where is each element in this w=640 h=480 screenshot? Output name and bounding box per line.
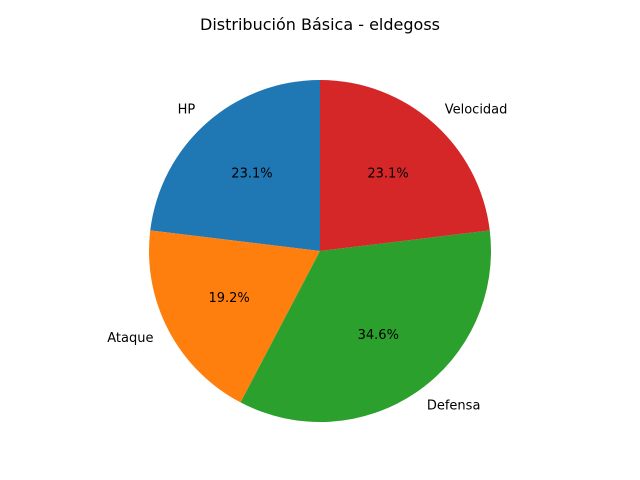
percent-label-defensa: 34.6% [358,328,399,343]
pie-slice-hp [150,80,320,251]
category-label-ataque: Ataque [107,331,153,346]
percent-label-velocidad: 23.1% [367,167,408,182]
pie-slice-ataque [149,230,320,403]
pie-slice-defensa [240,230,491,423]
category-label-velocidad: Velocidad [445,103,508,118]
chart-title: Distribución Básica - eldegoss [200,15,440,34]
pie-slice-velocidad [320,80,490,251]
percent-label-hp: 23.1% [231,167,272,182]
category-label-hp: HP [178,103,196,118]
percent-label-ataque: 19.2% [208,291,249,306]
category-label-defensa: Defensa [427,398,481,413]
pie-slices [149,80,491,423]
pie-labels: HP 23.1% Ataque 19.2% Defensa 34.6% Velocidad 2… [107,103,507,414]
